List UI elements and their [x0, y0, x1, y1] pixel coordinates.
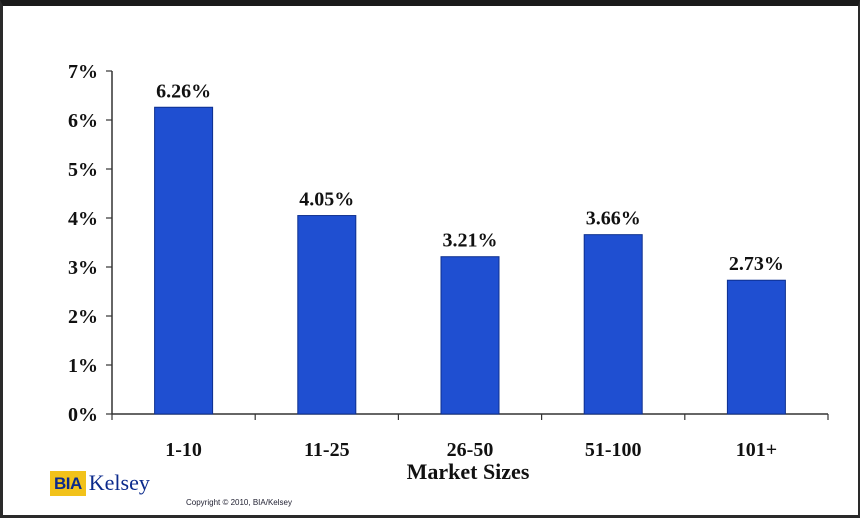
y-tick-label: 0% [68, 404, 98, 426]
y-tick-label: 7% [68, 61, 98, 83]
y-tick-label: 2% [68, 306, 98, 328]
chart-data-labels: 6.26% 4.05% 3.21% 3.66% 2.73% [156, 80, 784, 275]
chart-bars [154, 106, 786, 415]
x-axis-label: Market Sizes [407, 459, 530, 484]
y-tick-label: 1% [68, 355, 98, 377]
x-tick-label: 1-10 [165, 439, 202, 461]
data-label: 3.66% [586, 208, 641, 230]
y-tick-label: 3% [68, 257, 98, 279]
bar [297, 215, 357, 415]
data-label: 3.21% [443, 230, 498, 252]
logo-box: BIA [50, 470, 86, 496]
copyright-text: Copyright © 2010, BIA/Kelsey [186, 498, 292, 507]
logo-text: Kelsey [88, 470, 150, 495]
y-tick-label: 6% [68, 110, 98, 132]
data-label: 4.05% [299, 189, 354, 211]
y-tick-label: 5% [68, 159, 98, 181]
data-label: 2.73% [729, 253, 784, 275]
bar [583, 234, 643, 415]
x-tick-label: 11-25 [304, 439, 350, 461]
bar [726, 279, 786, 415]
bia-kelsey-logo: BIA Kelsey [50, 470, 150, 496]
data-label: 6.26% [156, 80, 211, 102]
chart-tick-labels: 0% 1% 2% 3% 4% 5% 6% 7% 1-10 11-25 26-50 51-100 101+ [68, 61, 777, 461]
x-tick-label: 101+ [736, 439, 777, 461]
x-tick-label: 51-100 [585, 439, 642, 461]
x-tick-label: 26-50 [447, 439, 494, 461]
bar [440, 256, 500, 415]
bar [154, 106, 214, 415]
y-tick-label: 4% [68, 208, 98, 230]
